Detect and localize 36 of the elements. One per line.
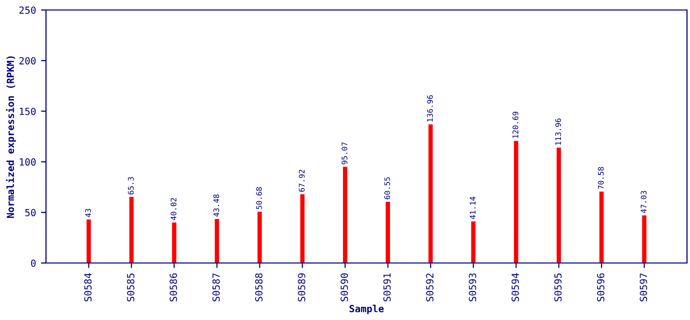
bar — [214, 219, 220, 263]
x-tick-label: S0592 — [426, 274, 434, 302]
x-tick-label: S0594 — [512, 273, 519, 302]
x-tick-label: S0587 — [212, 273, 220, 302]
x-tick-label: S0595 — [554, 274, 562, 302]
x-tick-label: S0591 — [383, 273, 391, 302]
bar — [386, 202, 390, 263]
bar — [86, 219, 91, 263]
y-axis-title: Normalized expression (RPKM) — [6, 56, 16, 218]
x-tick-label: S0585 — [126, 274, 134, 302]
y-tick-label: 50 — [25, 208, 36, 216]
x-tick-label: S0584 — [84, 273, 92, 302]
bar — [172, 222, 176, 263]
y-tick-label: 200 — [19, 57, 36, 64]
x-tick-label: S0597 — [640, 273, 648, 302]
x-tick-label: S0590 — [340, 273, 348, 302]
bar — [599, 192, 604, 263]
x-tick-label: S0593 — [468, 273, 476, 302]
x-tick-label: S0586 — [170, 273, 178, 302]
bar — [428, 124, 433, 263]
bar — [300, 194, 305, 263]
x-tick-label: S0589 — [298, 273, 306, 302]
bar — [556, 148, 561, 263]
bar — [514, 140, 518, 263]
x-axis-title: Sample — [350, 304, 384, 314]
x-tick-label: S0588 — [255, 273, 263, 302]
bar — [642, 215, 646, 263]
x-tick-label: S0596 — [597, 273, 604, 302]
y-tick-label: 150 — [20, 108, 36, 116]
y-tick-label: 0 — [31, 260, 36, 267]
y-tick-label: 100 — [20, 158, 36, 166]
y-tick-label: 250 — [19, 6, 36, 14]
bar — [258, 212, 262, 263]
bar — [471, 221, 476, 263]
bar — [342, 166, 348, 263]
bar — [129, 196, 134, 263]
